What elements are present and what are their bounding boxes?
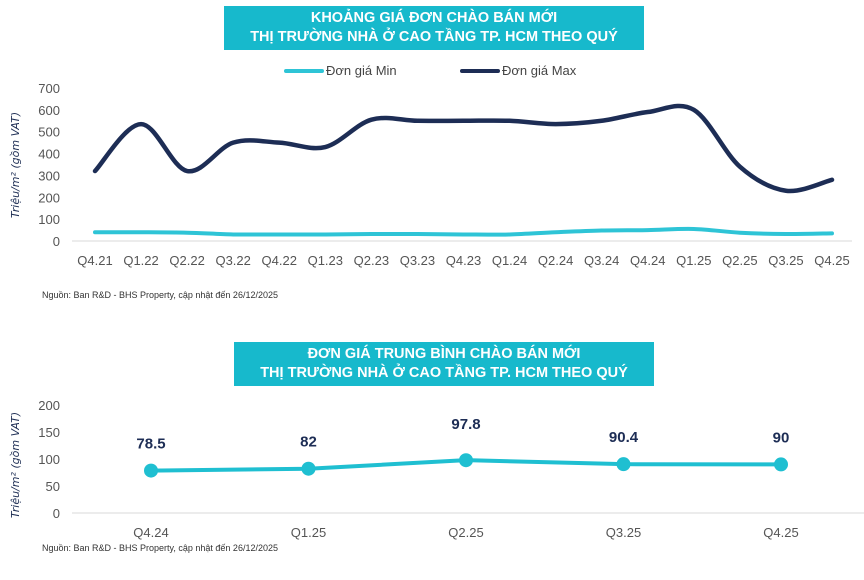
chart2-title: ĐƠN GIÁ TRUNG BÌNH CHÀO BÁN MỚI THỊ TRƯỜ… [234, 342, 654, 386]
chart1-x-tick: Q4.24 [630, 253, 665, 268]
chart1-title-line1: KHOẢNG GIÁ ĐƠN CHÀO BÁN MỚI [310, 10, 558, 26]
data-point [616, 457, 631, 472]
chart1-x-tick: Q4.21 [77, 253, 112, 268]
chart1-x-tick: Q3.23 [400, 253, 435, 268]
data-point [301, 461, 316, 476]
data-point [144, 463, 158, 478]
chart2-y-tick: 200 [38, 398, 60, 413]
chart1-title-line2: THỊ TRƯỜNG NHÀ Ở CAO TẦNG TP. HCM THEO Q… [250, 29, 618, 45]
chart1-y-tick: 400 [38, 147, 60, 162]
chart1-source: Nguồn: Ban R&D - BHS Property, cập nhật … [42, 290, 278, 300]
chart2-y-tick: 50 [46, 479, 60, 494]
series-min-line [93, 226, 834, 237]
data-label: 97.8 [451, 416, 480, 433]
chart2-y-tick: 100 [38, 452, 60, 467]
chart2-title-line1: ĐƠN GIÁ TRUNG BÌNH CHÀO BÁN MỚI [307, 346, 581, 362]
chart2-x-tick: Q1.25 [291, 525, 326, 540]
chart2-title-line2: THỊ TRƯỜNG NHÀ Ở CAO TẦNG TP. HCM THEO Q… [260, 365, 628, 381]
chart1-x-tick: Q1.25 [676, 253, 711, 268]
chart1-y-tick: 100 [38, 212, 60, 227]
chart1-x-tick: Q1.24 [492, 253, 527, 268]
chart1-x-tick: Q3.24 [584, 253, 619, 268]
data-point [774, 457, 788, 472]
legend-max-swatch [460, 68, 500, 73]
chart1-x-tick: Q2.24 [538, 253, 573, 268]
chart1-x-tick: Q4.23 [446, 253, 481, 268]
chart1-x-tick: Q4.22 [262, 253, 297, 268]
legend-max: Đơn giá Max [460, 63, 576, 78]
chart2-x-tick: Q4.24 [133, 525, 168, 540]
series-max-line [92, 103, 835, 194]
chart1-x-tick: Q2.22 [169, 253, 204, 268]
chart1-x-tick: Q1.22 [123, 253, 158, 268]
chart1-y-tick: 0 [53, 234, 60, 249]
chart2-y-label: Triệu/m² (gồm VAT) [9, 412, 22, 518]
chart1-y-tick: 200 [38, 190, 60, 205]
data-label: 90 [773, 429, 790, 446]
legend-min: Đơn giá Min [284, 63, 397, 78]
chart2-x-tick: Q2.25 [448, 525, 483, 540]
chart2-x-tick: Q3.25 [606, 525, 641, 540]
legend-min-swatch [284, 68, 324, 73]
chart2-x-tick: Q4.25 [763, 525, 798, 540]
chart1-y-tick: 700 [38, 81, 60, 96]
chart1-x-tick: Q3.25 [768, 253, 803, 268]
chart1-y-label: Triệu/m² (gồm VAT) [9, 112, 22, 218]
data-label: 82 [300, 434, 317, 451]
chart1-y-tick: 300 [38, 168, 60, 183]
legend-min-label: Đơn giá Min [326, 63, 397, 78]
chart1-x-tick: Q1.23 [308, 253, 343, 268]
data-label: 78.5 [136, 436, 165, 453]
chart1-x-tick: Q4.25 [814, 253, 849, 268]
chart2-y-tick: 150 [38, 425, 60, 440]
chart1-y-tick: 600 [38, 103, 60, 118]
data-point [459, 453, 473, 468]
chart2-source: Nguồn: Ban R&D - BHS Property, cập nhật … [42, 543, 278, 553]
chart1-x-tick: Q2.23 [354, 253, 389, 268]
chart2-y-tick: 0 [53, 506, 60, 521]
chart1-x-tick: Q2.25 [722, 253, 757, 268]
legend-max-label: Đơn giá Max [502, 63, 577, 78]
chart1-y-tick: 500 [38, 125, 60, 140]
data-label: 90.4 [609, 429, 639, 446]
chart1-title: KHOẢNG GIÁ ĐƠN CHÀO BÁN MỚI THỊ TRƯỜNG N… [224, 6, 644, 50]
chart1-x-tick: Q3.22 [215, 253, 250, 268]
